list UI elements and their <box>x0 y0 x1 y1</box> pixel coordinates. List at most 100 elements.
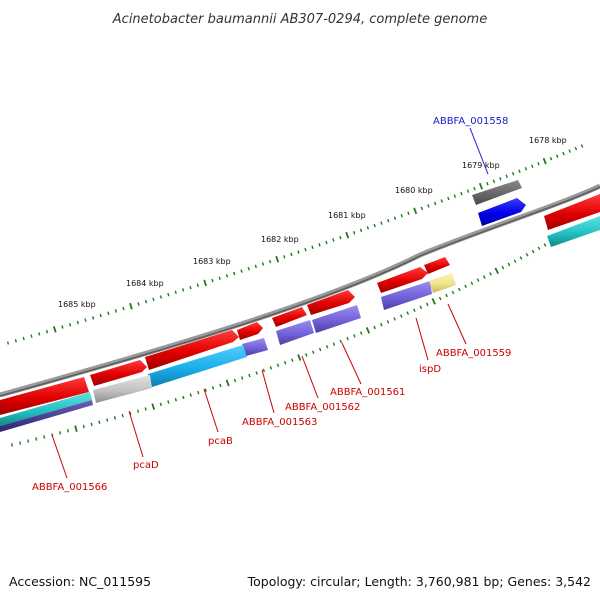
outer-scale-minor-tick <box>499 176 502 181</box>
inner-scale-minor-tick <box>406 311 410 315</box>
outer-scale-minor-tick <box>84 318 87 322</box>
outer-scale-minor-tick <box>580 144 584 148</box>
inner-scale-minor-tick <box>339 339 343 344</box>
feature-ABBFA_001558[interactable] <box>478 198 526 226</box>
scale-label-1678: 1678 kbp <box>529 136 567 145</box>
outer-scale-minor-tick <box>387 218 390 223</box>
inner-scale-minor-tick <box>318 347 322 352</box>
scale-label-1683: 1683 kbp <box>193 257 231 266</box>
outer-scale-major-tick <box>129 302 133 310</box>
outer-scale-minor-tick <box>447 196 450 201</box>
outer-scale-minor-tick <box>247 266 250 271</box>
outer-scale-minor-tick <box>453 194 457 198</box>
inner-scale-minor-tick <box>241 376 244 380</box>
outer-scale-minor-tick <box>61 325 64 329</box>
inner-scale-minor-tick <box>204 388 207 392</box>
feature-ABBFA_001566[interactable] <box>0 400 93 432</box>
outer-scale-minor-tick <box>254 264 257 269</box>
inner-scale-minor-tick <box>305 353 308 357</box>
outer-scale-major-tick <box>275 255 280 263</box>
inner-scale-major-tick <box>431 298 436 305</box>
outer-scale-minor-tick <box>466 189 470 193</box>
feature-ABBFA_001561[interactable] <box>312 305 361 333</box>
inner-scale-minor-tick <box>136 409 140 413</box>
inner-scale-minor-tick <box>311 350 315 354</box>
inner-scale-minor-tick <box>121 413 124 418</box>
outer-scale-minor-tick <box>530 164 534 168</box>
feature-ABBFA_001562[interactable] <box>276 320 314 345</box>
inner-scale-minor-tick <box>10 443 14 447</box>
inner-scale-major-tick <box>74 425 78 432</box>
genome-summary-text: Topology: circular; Length: 3,760,981 bp… <box>247 574 591 589</box>
forward-strand-features <box>0 180 600 415</box>
inner-scale-minor-tick <box>419 305 423 310</box>
gene-label-ABBFA_001563: ABBFA_001563 <box>242 417 317 428</box>
outer-scale-minor-tick <box>233 271 236 276</box>
inner-scale-minor-tick <box>470 281 474 286</box>
outer-scale-minor-tick <box>380 221 383 225</box>
outer-scale-major-tick <box>52 326 57 333</box>
inner-scale-minor-tick <box>445 293 448 298</box>
outer-scale-minor-tick <box>181 288 185 292</box>
leader-ABBFA_001558 <box>469 127 489 175</box>
leader-ABBFA_001563 <box>261 369 275 414</box>
inner-scale-minor-tick <box>174 398 177 402</box>
outer-scale-minor-tick <box>30 334 33 338</box>
leader-ABBFA_001562 <box>301 355 319 399</box>
outer-scale-minor-tick <box>92 316 95 320</box>
inner-scale-minor-tick <box>438 296 442 301</box>
feature-red-1559-upper <box>424 257 450 274</box>
feature-pcaB[interactable] <box>148 345 247 387</box>
inner-scale-major-tick <box>297 354 302 361</box>
inner-scale-minor-tick <box>269 366 273 370</box>
feature-red-pcaB-upper <box>145 330 239 370</box>
outer-scale-minor-tick <box>167 292 170 297</box>
inner-scale-minor-tick <box>489 272 492 276</box>
outer-scale-minor-tick <box>373 223 376 228</box>
inner-scale-minor-tick <box>255 371 258 375</box>
leader-ABBFA_001561 <box>341 342 362 385</box>
gene-label-ABBFA_001561: ABBFA_001561 <box>330 387 405 398</box>
inner-scale-minor-tick <box>482 275 486 279</box>
outer-scale-minor-tick <box>332 238 335 242</box>
inner-scale-minor-tick <box>332 342 336 346</box>
inner-scale-major-tick <box>494 267 500 275</box>
outer-scale-minor-tick <box>359 228 363 233</box>
outer-scale-minor-tick <box>99 313 102 318</box>
outer-scale-minor-tick <box>144 299 148 304</box>
outer-scale-minor-tick <box>549 156 553 161</box>
outer-scale-minor-tick <box>505 174 508 178</box>
feature-red-1562-upper <box>272 307 307 327</box>
inner-scale-minor-tick <box>189 393 192 397</box>
inner-scale-minor-tick <box>359 331 363 335</box>
feature-ABBFA_001566-cyan <box>0 392 92 426</box>
outer-scale-minor-tick <box>492 179 496 183</box>
feature-ABBFA_001563[interactable] <box>242 338 268 356</box>
inner-scale-minor-tick <box>19 441 22 445</box>
outer-scale-minor-tick <box>555 154 559 158</box>
outer-scale-minor-tick <box>283 255 286 259</box>
reverse-strand-features <box>0 216 600 432</box>
inner-scale-minor-tick <box>211 386 215 390</box>
feature-ABBFA_001559[interactable] <box>429 273 456 293</box>
gene-label-ABBFA_001558: ABBFA_001558 <box>433 116 508 127</box>
inner-scale-minor-tick <box>43 435 46 439</box>
outer-scale-minor-tick <box>114 309 118 313</box>
outer-scale-minor-tick <box>524 166 528 171</box>
inner-scale-minor-tick <box>276 363 280 368</box>
feature-pcaD[interactable] <box>93 375 152 403</box>
feature-ispD[interactable] <box>381 281 432 310</box>
inner-scale-minor-tick <box>525 253 529 257</box>
scale-label-1684: 1684 kbp <box>126 279 164 288</box>
outer-scale-minor-tick <box>69 323 72 327</box>
inner-scale-minor-tick <box>543 243 547 247</box>
inner-scale-minor-tick <box>346 336 349 341</box>
inner-scale-minor-tick <box>464 284 467 289</box>
outer-scale-minor-tick <box>240 269 243 273</box>
outer-scale-minor-tick <box>76 320 79 325</box>
outer-scale-minor-tick <box>218 276 221 280</box>
outer-scale-minor-tick <box>574 146 578 151</box>
inner-scale-minor-tick <box>457 287 461 292</box>
outer-scale-minor-tick <box>137 302 140 306</box>
inner-scale-minor-tick <box>380 322 383 327</box>
